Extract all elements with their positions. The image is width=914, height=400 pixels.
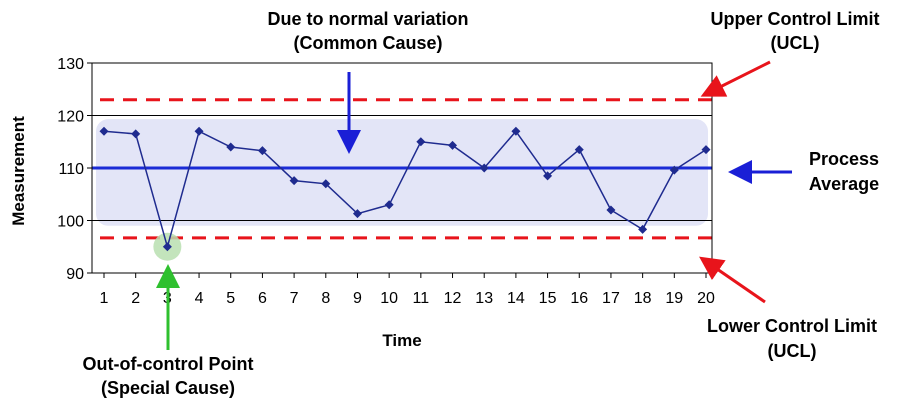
- y-tick-label-110: 110: [58, 161, 84, 178]
- average-label-line1: Process: [809, 149, 879, 169]
- x-tick-label-9: 9: [353, 290, 362, 307]
- x-tick-label-15: 15: [539, 290, 557, 307]
- common-cause-label-line1: Due to normal variation: [267, 9, 468, 29]
- common-cause-label-line2: (Common Cause): [293, 33, 442, 53]
- x-tick-label-12: 12: [444, 290, 462, 307]
- data-point-15: [543, 171, 553, 181]
- data-point-9: [352, 209, 362, 219]
- data-point-13: [479, 163, 489, 173]
- data-point-14: [511, 126, 521, 136]
- special-cause-label-line1: Out-of-control Point: [83, 354, 254, 374]
- data-point-7: [289, 176, 299, 186]
- data-point-18: [638, 224, 648, 234]
- lcl-label-line1: Lower Control Limit: [707, 316, 877, 336]
- ucl-label-line1: Upper Control Limit: [711, 9, 880, 29]
- special-cause-label-line2: (Special Cause): [101, 378, 235, 398]
- x-tick-label-13: 13: [475, 290, 493, 307]
- y-axis-title: Measurement: [9, 116, 28, 226]
- lcl-arrow: [699, 256, 766, 304]
- data-point-17: [606, 205, 616, 215]
- y-tick-label-90: 90: [66, 266, 84, 283]
- data-point-2: [131, 129, 141, 139]
- x-tick-label-17: 17: [602, 290, 620, 307]
- data-point-12: [448, 140, 458, 150]
- ucl-arrow: [700, 60, 771, 97]
- x-tick-label-8: 8: [321, 290, 330, 307]
- x-tick-label-4: 4: [195, 290, 204, 307]
- data-point-4: [194, 126, 204, 136]
- x-axis-title: Time: [382, 331, 421, 350]
- data-point-11: [416, 137, 426, 147]
- x-tick-label-18: 18: [634, 290, 652, 307]
- data-point-16: [574, 145, 584, 155]
- data-point-8: [321, 179, 331, 189]
- ucl-label-line2: (UCL): [771, 33, 820, 53]
- data-point-6: [257, 146, 267, 156]
- data-point-3: [162, 242, 172, 252]
- x-tick-label-20: 20: [697, 290, 715, 307]
- data-point-10: [384, 200, 394, 210]
- x-tick-label-7: 7: [290, 290, 299, 307]
- average-label-line2: Average: [809, 174, 879, 194]
- y-tick-label-130: 130: [57, 56, 84, 73]
- data-point-19: [669, 165, 679, 175]
- x-tick-label-16: 16: [570, 290, 588, 307]
- x-tick-label-14: 14: [507, 290, 525, 307]
- y-tick-label-100: 100: [57, 214, 84, 231]
- y-tick-label-120: 120: [57, 109, 84, 126]
- data-point-1: [99, 126, 109, 136]
- x-tick-label-6: 6: [258, 290, 267, 307]
- x-tick-label-19: 19: [665, 290, 683, 307]
- normal-variation-band: [96, 119, 708, 226]
- data-point-5: [226, 142, 236, 152]
- x-tick-label-11: 11: [413, 290, 430, 307]
- x-tick-label-2: 2: [131, 290, 140, 307]
- data-point-20: [701, 145, 711, 155]
- lcl-label-line2: (UCL): [768, 341, 817, 361]
- x-tick-label-1: 1: [100, 290, 109, 307]
- x-tick-label-10: 10: [380, 290, 398, 307]
- x-tick-label-5: 5: [226, 290, 235, 307]
- measurement-series-line: [103, 130, 707, 250]
